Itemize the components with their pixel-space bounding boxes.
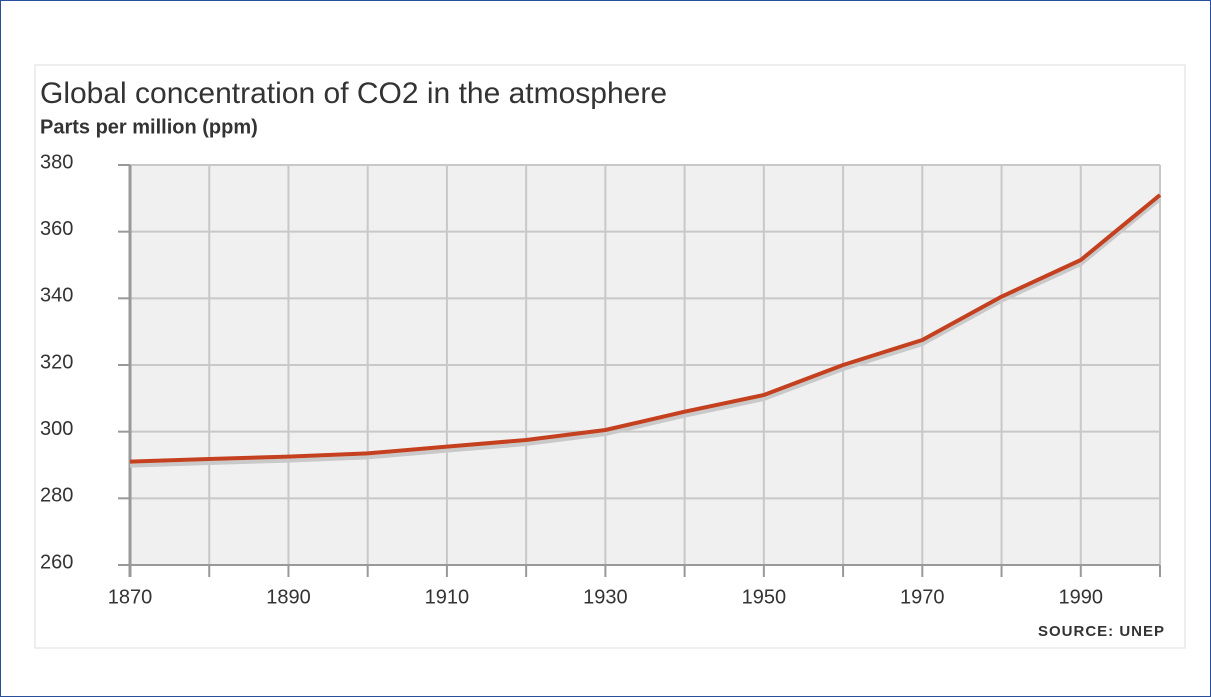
source: SOURCE: UNEP (1038, 623, 1165, 640)
y-tick-label: 380 (40, 151, 73, 173)
x-tick-label: 1970 (900, 586, 945, 608)
y-tick-label: 300 (40, 418, 73, 440)
line (129, 193, 1162, 464)
y-tick-label: 320 (40, 351, 73, 373)
x-tick-label: 1910 (425, 586, 470, 608)
y-tick-label: 260 (40, 551, 73, 573)
x-tick-label: 1990 (1059, 586, 1104, 608)
x-tick-label: 1870 (108, 586, 153, 608)
x-tick-label: 1950 (742, 586, 787, 608)
chart-title: Global concentration of CO2 in the atmos… (40, 77, 667, 110)
y-tick-label: 340 (40, 285, 73, 307)
x-tick-label: 1930 (583, 586, 628, 608)
line-shadow (129, 197, 1162, 468)
x-tick-label: 1890 (266, 586, 311, 608)
y-tick-label: 280 (40, 485, 73, 507)
chart-subtitle: Parts per million (ppm) (40, 116, 258, 138)
y-tick-label: 360 (40, 218, 73, 240)
